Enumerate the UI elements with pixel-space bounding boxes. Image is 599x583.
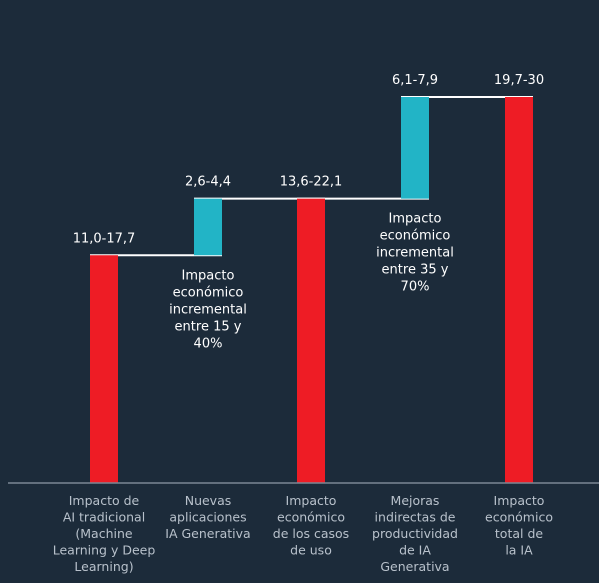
total-bar <box>505 97 533 483</box>
bar-value-label: 13,6-22,1 <box>280 175 343 190</box>
annotation-text: 40% <box>194 336 223 351</box>
category-label: AI tradicional <box>63 510 145 525</box>
category-label: Learning y Deep <box>53 543 156 558</box>
bar-value-label: 11,0-17,7 <box>73 231 136 246</box>
annotation-text: Impacto <box>389 212 442 227</box>
annotation-text: económico <box>173 285 244 300</box>
category-label: productividad <box>372 526 458 541</box>
category-label: Impacto <box>286 493 337 508</box>
category-label: de uso <box>290 543 332 558</box>
total-bar <box>297 198 325 483</box>
annotation-text: económico <box>380 229 451 244</box>
category-label: de IA <box>399 543 431 558</box>
bar-value-label: 2,6-4,4 <box>185 175 231 190</box>
category-label: Mejoras <box>391 493 440 508</box>
category-label: Learning) <box>74 559 133 574</box>
annotation-text: Impacto <box>182 268 235 283</box>
category-label: Impacto de <box>69 493 140 508</box>
annotation-text: entre 15 y <box>175 319 242 334</box>
category-label: Nuevas <box>185 493 232 508</box>
total-bar <box>90 255 118 483</box>
annotation-text: incremental <box>376 246 454 261</box>
category-label: IA Generativa <box>165 526 250 541</box>
category-label: (Machine <box>75 526 133 541</box>
annotation-text: 70% <box>401 280 430 295</box>
category-label: la IA <box>505 543 533 558</box>
category-label: económico <box>485 510 553 525</box>
category-label: aplicaciones <box>169 510 246 525</box>
category-label: económico <box>277 510 345 525</box>
bar-value-label: 6,1-7,9 <box>392 73 438 88</box>
increment-bar <box>401 97 429 199</box>
category-label: total de <box>495 526 543 541</box>
category-label: Impacto <box>494 493 545 508</box>
annotation-text: entre 35 y <box>382 263 449 278</box>
category-label: indirectas de <box>375 510 456 525</box>
category-label: Generativa <box>380 559 449 574</box>
bar-value-label: 19,7-30 <box>494 73 544 88</box>
annotation-text: incremental <box>169 302 247 317</box>
category-label: de los casos <box>273 526 349 541</box>
increment-bar <box>194 198 222 256</box>
